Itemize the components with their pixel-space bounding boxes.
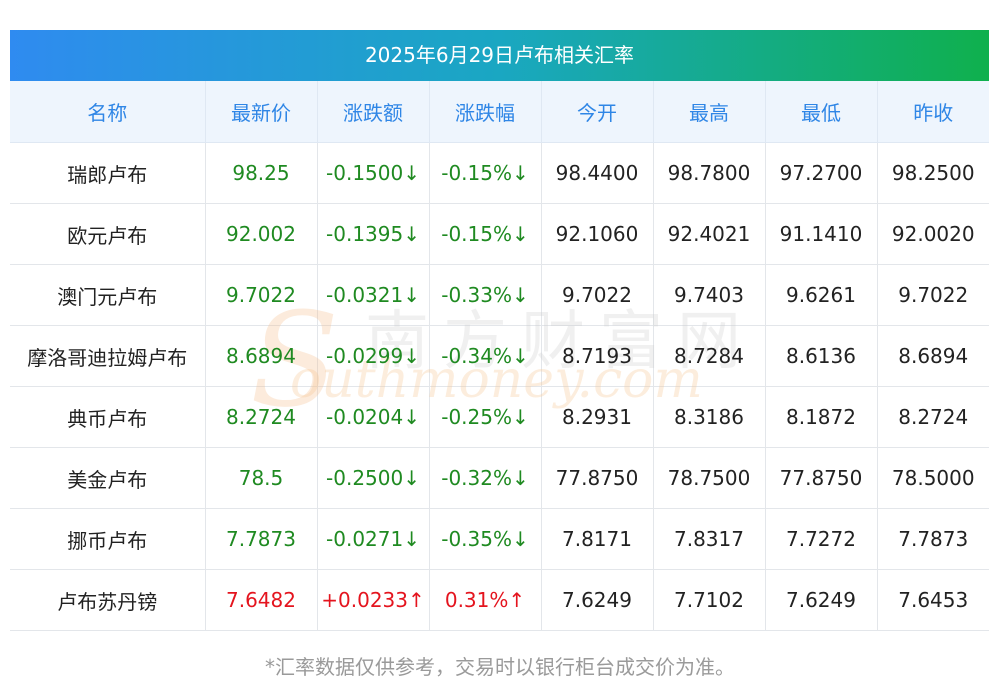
high-price: 92.4021 xyxy=(653,203,766,265)
prev-close: 7.7873 xyxy=(877,508,989,570)
prev-close: 7.6453 xyxy=(877,569,989,631)
high-price: 8.3186 xyxy=(653,386,766,448)
currency-name: 卢布苏丹镑 xyxy=(10,569,206,631)
low-price: 9.6261 xyxy=(765,264,878,326)
change-percent: -0.15%↓ xyxy=(429,203,542,265)
column-header: 最新价 xyxy=(205,81,318,143)
change-percent: -0.33%↓ xyxy=(429,264,542,326)
change-amount: -0.2500↓ xyxy=(317,447,430,509)
latest-price: 9.7022 xyxy=(205,264,318,326)
column-header: 昨收 xyxy=(877,81,989,143)
change-amount: -0.0271↓ xyxy=(317,508,430,570)
column-header: 涨跌幅 xyxy=(429,81,542,143)
high-price: 8.7284 xyxy=(653,325,766,387)
currency-name: 典币卢布 xyxy=(10,386,206,448)
currency-name: 挪币卢布 xyxy=(10,508,206,570)
table-row: 挪币卢布 7.7873 -0.0271↓ -0.35%↓ 7.8171 7.8317 7.7… xyxy=(10,508,989,570)
change-amount: -0.0204↓ xyxy=(317,386,430,448)
high-price: 98.7800 xyxy=(653,142,766,204)
column-header: 涨跌额 xyxy=(317,81,430,143)
high-price: 7.7102 xyxy=(653,569,766,631)
table-row: 澳门元卢布 9.7022 -0.0321↓ -0.33%↓ 9.7022 9.7403 9.… xyxy=(10,264,989,326)
latest-price: 7.7873 xyxy=(205,508,318,570)
change-percent: -0.35%↓ xyxy=(429,508,542,570)
page-title: 2025年6月29日卢布相关汇率 xyxy=(10,30,989,81)
open-price: 92.1060 xyxy=(541,203,654,265)
column-header: 今开 xyxy=(541,81,654,143)
disclaimer: *汇率数据仅供参考，交易时以银行柜台成交价为准。 xyxy=(265,655,735,679)
table-row: 欧元卢布 92.002 -0.1395↓ -0.15%↓ 92.1060 92.4021 9… xyxy=(10,203,989,265)
change-percent: 0.31%↑ xyxy=(429,569,542,631)
change-amount: -0.1395↓ xyxy=(317,203,430,265)
latest-price: 98.25 xyxy=(205,142,318,204)
rate-panel: 2025年6月29日卢布相关汇率 名称 最新价 涨跌额 涨跌幅 今开 最高 最低… xyxy=(10,30,989,631)
rate-table: 名称 最新价 涨跌额 涨跌幅 今开 最高 最低 昨收 瑞郎卢布 98.25 -0.1… xyxy=(10,81,989,631)
change-percent: -0.32%↓ xyxy=(429,447,542,509)
latest-price: 78.5 xyxy=(205,447,318,509)
currency-name: 瑞郎卢布 xyxy=(10,142,206,204)
low-price: 7.7272 xyxy=(765,508,878,570)
open-price: 77.8750 xyxy=(541,447,654,509)
currency-name: 美金卢布 xyxy=(10,447,206,509)
prev-close: 9.7022 xyxy=(877,264,989,326)
change-amount: -0.1500↓ xyxy=(317,142,430,204)
change-amount: -0.0299↓ xyxy=(317,325,430,387)
latest-price: 92.002 xyxy=(205,203,318,265)
low-price: 77.8750 xyxy=(765,447,878,509)
open-price: 8.7193 xyxy=(541,325,654,387)
high-price: 7.8317 xyxy=(653,508,766,570)
change-amount: -0.0321↓ xyxy=(317,264,430,326)
latest-price: 8.6894 xyxy=(205,325,318,387)
open-price: 7.8171 xyxy=(541,508,654,570)
prev-close: 78.5000 xyxy=(877,447,989,509)
prev-close: 8.2724 xyxy=(877,386,989,448)
table-row: 美金卢布 78.5 -0.2500↓ -0.32%↓ 77.8750 78.7500 77.… xyxy=(10,447,989,509)
open-price: 9.7022 xyxy=(541,264,654,326)
low-price: 8.1872 xyxy=(765,386,878,448)
high-price: 78.7500 xyxy=(653,447,766,509)
low-price: 7.6249 xyxy=(765,569,878,631)
table-row: 瑞郎卢布 98.25 -0.1500↓ -0.15%↓ 98.4400 98.7800 97… xyxy=(10,142,989,204)
open-price: 7.6249 xyxy=(541,569,654,631)
low-price: 8.6136 xyxy=(765,325,878,387)
column-header: 最低 xyxy=(765,81,878,143)
currency-name: 澳门元卢布 xyxy=(10,264,206,326)
prev-close: 92.0020 xyxy=(877,203,989,265)
table-row: 卢布苏丹镑 7.6482 +0.0233↑ 0.31%↑ 7.6249 7.7102 7.6… xyxy=(10,569,989,631)
column-header: 名称 xyxy=(10,81,206,143)
change-amount: +0.0233↑ xyxy=(317,569,430,631)
latest-price: 8.2724 xyxy=(205,386,318,448)
prev-close: 8.6894 xyxy=(877,325,989,387)
open-price: 98.4400 xyxy=(541,142,654,204)
change-percent: -0.34%↓ xyxy=(429,325,542,387)
prev-close: 98.2500 xyxy=(877,142,989,204)
change-percent: -0.15%↓ xyxy=(429,142,542,204)
low-price: 91.1410 xyxy=(765,203,878,265)
change-percent: -0.25%↓ xyxy=(429,386,542,448)
currency-name: 摩洛哥迪拉姆卢布 xyxy=(10,325,206,387)
open-price: 8.2931 xyxy=(541,386,654,448)
table-row: 典币卢布 8.2724 -0.0204↓ -0.25%↓ 8.2931 8.3186 8.1… xyxy=(10,386,989,448)
column-header: 最高 xyxy=(653,81,766,143)
currency-name: 欧元卢布 xyxy=(10,203,206,265)
low-price: 97.2700 xyxy=(765,142,878,204)
table-row: 摩洛哥迪拉姆卢布 8.6894 -0.0299↓ -0.34%↓ 8.7193 8.728… xyxy=(10,325,989,387)
table-header-row: 名称 最新价 涨跌额 涨跌幅 今开 最高 最低 昨收 xyxy=(10,81,989,143)
high-price: 9.7403 xyxy=(653,264,766,326)
latest-price: 7.6482 xyxy=(205,569,318,631)
